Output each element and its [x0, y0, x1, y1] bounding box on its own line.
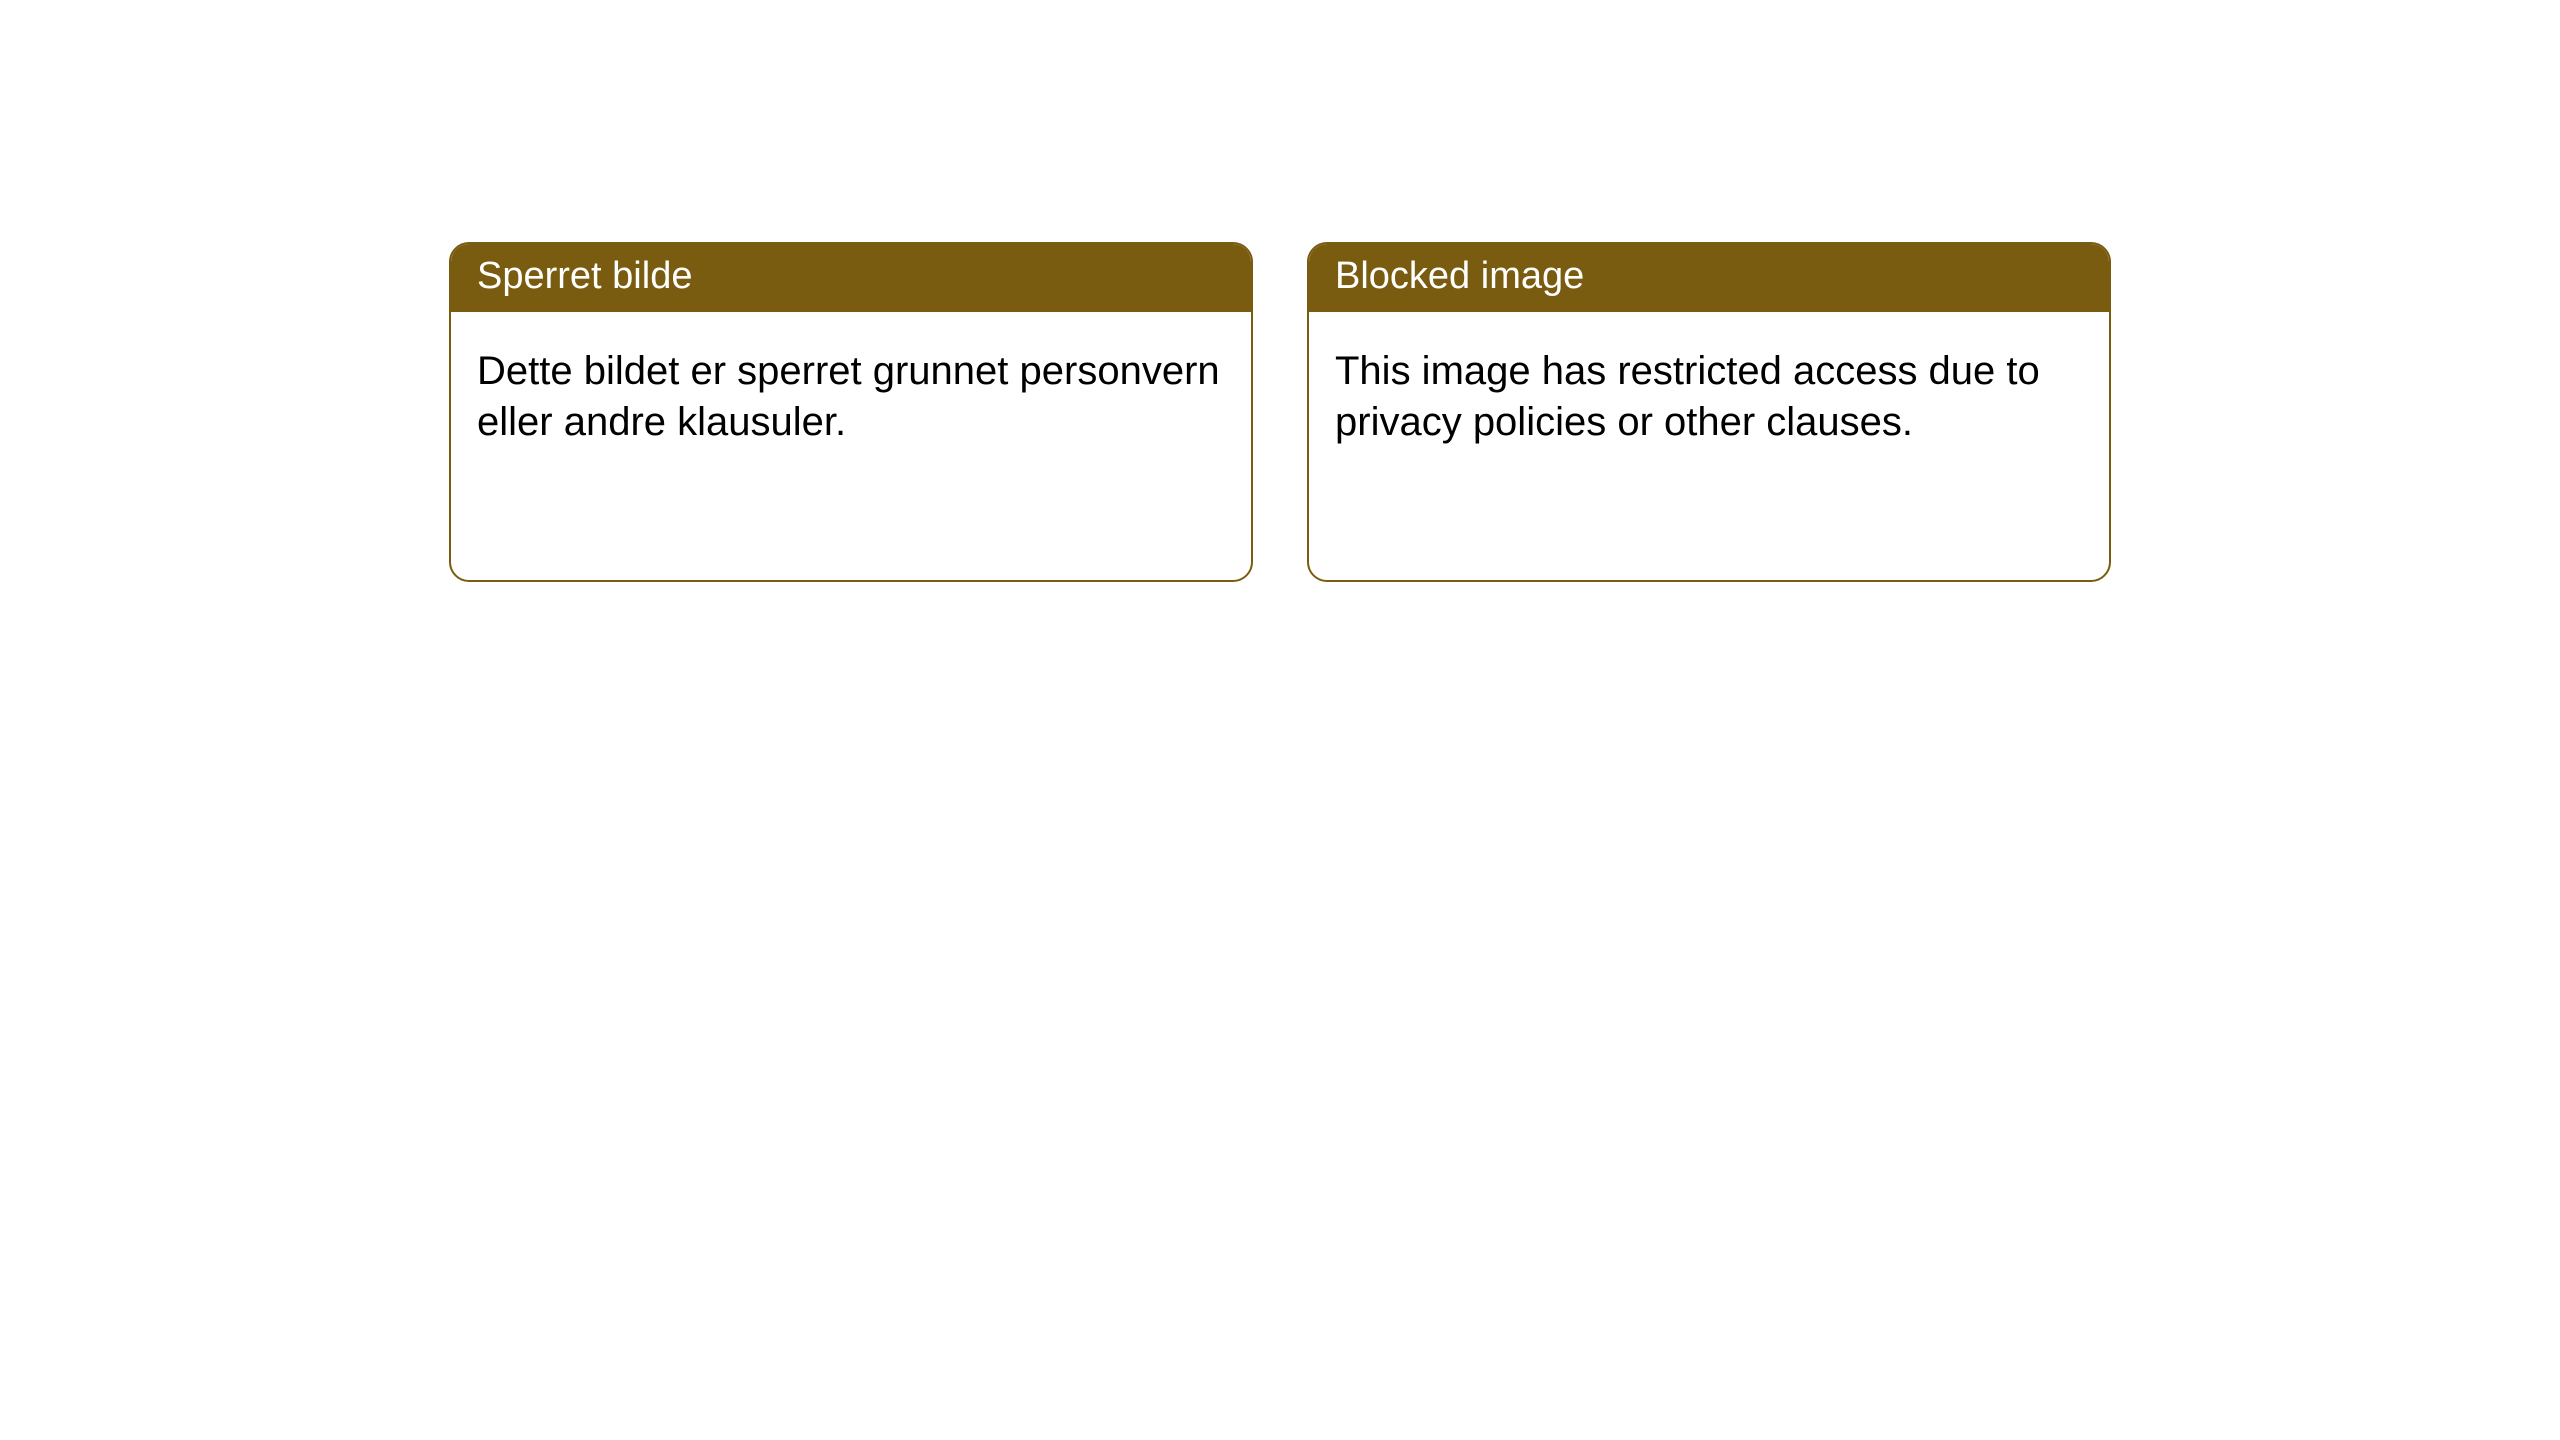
notice-container: Sperret bilde Dette bildet er sperret gr…	[449, 242, 2111, 582]
blocked-image-card-en: Blocked image This image has restricted …	[1307, 242, 2111, 582]
card-header-no: Sperret bilde	[451, 244, 1251, 312]
card-body-no: Dette bildet er sperret grunnet personve…	[451, 312, 1251, 580]
blocked-image-card-no: Sperret bilde Dette bildet er sperret gr…	[449, 242, 1253, 582]
card-header-en: Blocked image	[1309, 244, 2109, 312]
card-body-en: This image has restricted access due to …	[1309, 312, 2109, 580]
